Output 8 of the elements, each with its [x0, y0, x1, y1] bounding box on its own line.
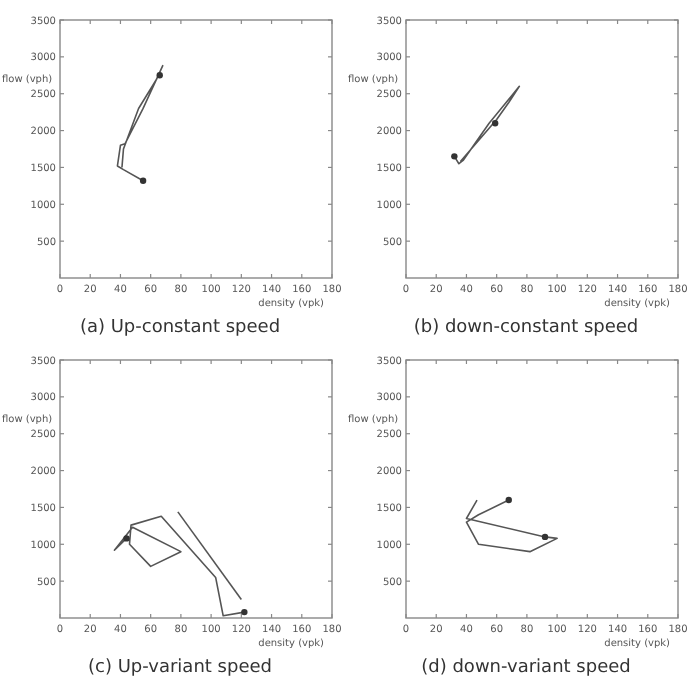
text: (b) down-constant speed — [413, 318, 639, 338]
line-series — [116, 64, 164, 182]
text: (a) Up-constant speed — [79, 318, 281, 338]
line-series — [453, 85, 521, 165]
line-series — [465, 499, 558, 553]
line-series — [113, 515, 246, 617]
text: (c) Up-variant speed — [88, 658, 272, 678]
text: (d) down-variant speed — [421, 658, 631, 678]
